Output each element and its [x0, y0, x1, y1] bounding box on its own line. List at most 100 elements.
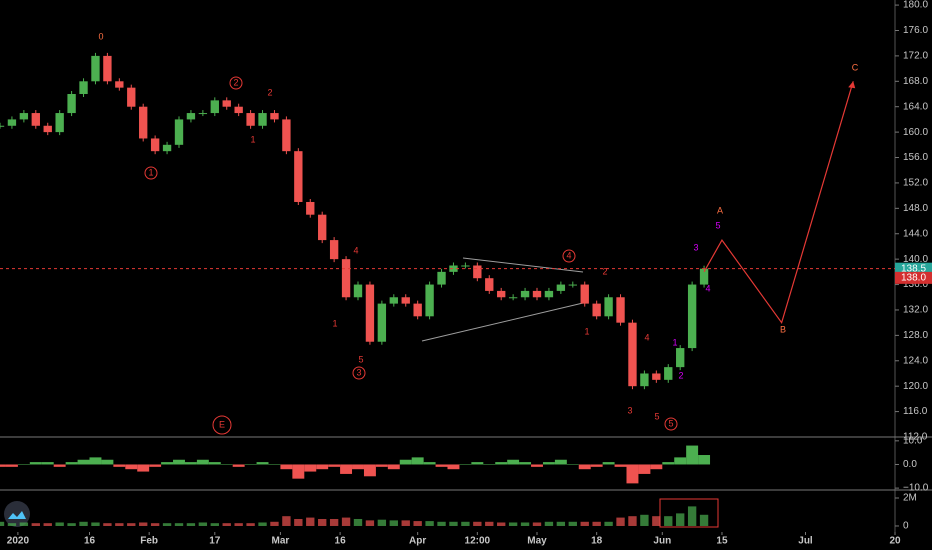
candle: [19, 113, 29, 120]
highlight-box: [659, 498, 719, 528]
oscillator-bar: [542, 462, 555, 465]
alert-price-label: 138.0: [901, 272, 926, 283]
oscillator-bar: [375, 464, 388, 467]
y-tick-label: −10.0: [903, 483, 929, 494]
volume-bar: [222, 523, 231, 526]
volume-bar: [508, 522, 518, 526]
wave-label: 4: [353, 245, 358, 255]
candle: [449, 265, 458, 272]
candle: [7, 119, 17, 126]
triangle-line: [421, 302, 584, 342]
y-tick-label: 10.0: [903, 435, 923, 446]
y-tick-label: 164.0: [903, 101, 928, 112]
oscillator-bar: [161, 462, 174, 465]
volume-bar: [210, 523, 219, 526]
oscillator-bar: [387, 464, 400, 470]
candle: [485, 278, 494, 291]
y-tick-label: 2M: [903, 493, 917, 504]
candle: [401, 297, 410, 304]
candle: [413, 303, 422, 317]
wave-label: 1: [584, 326, 589, 336]
volume-bar: [19, 522, 29, 526]
volume-bar: [568, 521, 577, 526]
wave-label: 1: [672, 337, 677, 347]
oscillator-bar: [483, 464, 496, 465]
candle: [258, 113, 267, 126]
volume-bar: [0, 521, 5, 526]
volume-bar: [449, 521, 458, 526]
candle: [31, 113, 40, 126]
wave-circle: [212, 415, 232, 435]
y-tick-label: 0.0: [903, 459, 917, 470]
x-tick-label: Apr: [409, 536, 426, 547]
projection-arrow: [848, 81, 856, 89]
price-badge: [895, 262, 932, 275]
volume-bar: [592, 521, 601, 526]
candle: [0, 125, 5, 127]
volume-bar: [401, 520, 410, 526]
oscillator-bar: [459, 464, 472, 465]
candle: [210, 100, 219, 114]
logo-icon: [8, 511, 26, 519]
last-price-label: 138.5: [901, 263, 926, 274]
candle: [473, 265, 482, 279]
wave-label: 5: [358, 354, 363, 364]
x-tick-label: Feb: [140, 536, 158, 547]
wave-circle: [144, 166, 158, 180]
oscillator-bar: [447, 464, 460, 470]
oscillator-bar: [614, 464, 627, 467]
y-tick-label: 152.0: [903, 178, 928, 189]
oscillator-bar: [89, 457, 102, 465]
oscillator-bar: [101, 459, 114, 465]
oscillator-bar: [590, 464, 603, 467]
volume-bar: [150, 523, 160, 526]
wave-label: 1: [332, 318, 337, 328]
volume-bar: [186, 523, 196, 526]
wave-label: 3: [693, 242, 698, 252]
oscillator-bar: [411, 457, 424, 465]
volume-bar: [676, 513, 685, 526]
candle: [604, 297, 613, 317]
x-tick-label: 16: [335, 536, 347, 547]
candle: [162, 144, 172, 152]
volume-bar: [103, 523, 112, 526]
projection-line: [703, 81, 854, 325]
oscillator-bar: [602, 462, 615, 465]
volume-bar: [162, 523, 172, 526]
y-tick-label: 156.0: [903, 152, 928, 163]
candle: [67, 94, 76, 114]
oscillator-bar: [316, 464, 329, 470]
oscillator-bar: [328, 464, 341, 467]
oscillator-bar: [519, 462, 532, 465]
triangle-line: [462, 257, 584, 273]
volume-bar: [556, 521, 566, 526]
volume-bar: [473, 521, 482, 526]
volume-bar: [365, 520, 375, 526]
volume-bar: [425, 521, 434, 526]
y-tick-label: 140.0: [903, 254, 928, 265]
candle: [389, 297, 398, 304]
oscillator-bar: [304, 464, 317, 472]
volume-bar: [544, 521, 554, 526]
candle: [699, 268, 709, 285]
wave-circle: [352, 366, 366, 380]
volume-bar: [91, 522, 100, 526]
volume-bar: [628, 516, 637, 526]
candle: [341, 259, 351, 298]
candle: [139, 106, 148, 139]
oscillator-bar: [423, 462, 436, 465]
oscillator-bar: [77, 459, 90, 465]
volume-bar: [306, 517, 315, 526]
candle: [282, 119, 291, 152]
y-tick-label: 144.0: [903, 228, 928, 239]
candle: [616, 297, 625, 323]
volume-bar: [31, 523, 40, 526]
candle: [79, 81, 88, 95]
candle: [652, 373, 661, 380]
oscillator-bar: [399, 459, 412, 465]
wave-label: 0: [98, 31, 103, 41]
candle: [270, 113, 279, 120]
candle: [568, 284, 577, 286]
oscillator-bar: [507, 459, 520, 465]
